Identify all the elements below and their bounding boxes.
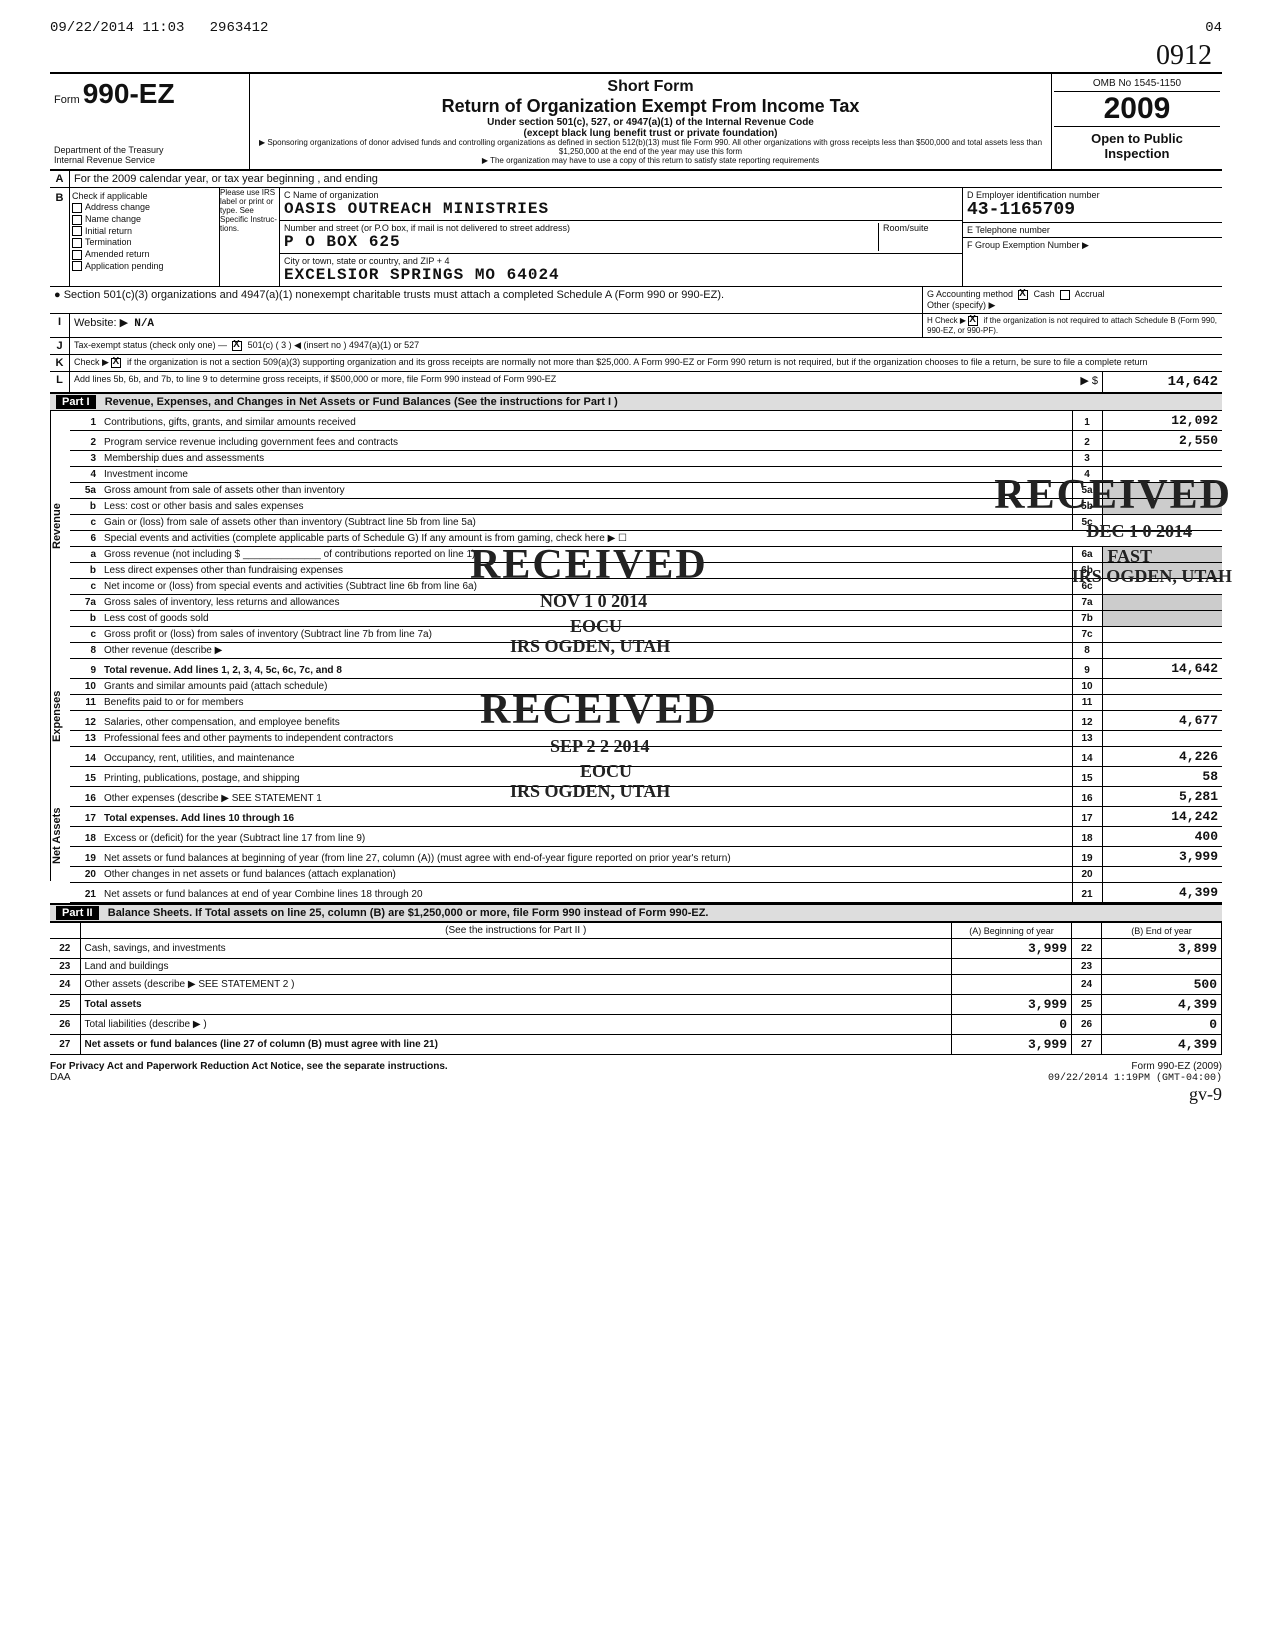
netassets-label: Net Assets [50,791,70,881]
label-b: B [50,188,70,286]
k-checkbox[interactable] [111,358,121,368]
fax-header: 09/22/2014 11:03 2963412 04 [50,20,1222,36]
cash-checkbox[interactable] [1018,290,1028,300]
label-l: L [50,372,70,392]
ein: 43-1165709 [967,200,1075,220]
part2-header: Part II Balance Sheets. If Total assets … [50,904,1222,922]
check-applicable: Check if applicable Address change Name … [70,188,219,274]
instructions: Please use IRS label or print or type. S… [220,188,280,286]
website: N/A [134,318,154,330]
org-name: OASIS OUTREACH MINISTRIES [284,200,549,218]
schedule-b-checkbox[interactable] [968,316,978,326]
form-header: Form 990-EZ Department of the TreasuryIn… [50,72,1222,171]
expenses-label: Expenses [50,641,70,791]
501c-checkbox[interactable] [232,341,242,351]
accrual-checkbox[interactable] [1060,290,1070,300]
label-i: I [50,314,70,337]
footer: For Privacy Act and Paperwork Reduction … [50,1061,1222,1105]
label-j: J [50,338,70,354]
gross-receipts: 14,642 [1102,372,1222,392]
part1-header: Part I Revenue, Expenses, and Changes in… [50,393,1222,411]
address: P O BOX 625 [284,233,401,251]
balance-sheet-table: (See the instructions for Part II ) (A) … [50,922,1222,1055]
city-state-zip: EXCELSIOR SPRINGS MO 64024 [284,266,560,284]
revenue-label: Revenue [50,411,70,641]
part1-table: 1Contributions, gifts, grants, and simil… [70,411,1222,903]
attach-note: ● Section 501(c)(3) organizations and 49… [50,287,922,313]
label-a: A [50,171,70,187]
handwritten-code: 0912 [50,40,1212,72]
label-k: K [50,355,70,371]
tax-year-line: For the 2009 calendar year, or tax year … [70,171,1222,187]
